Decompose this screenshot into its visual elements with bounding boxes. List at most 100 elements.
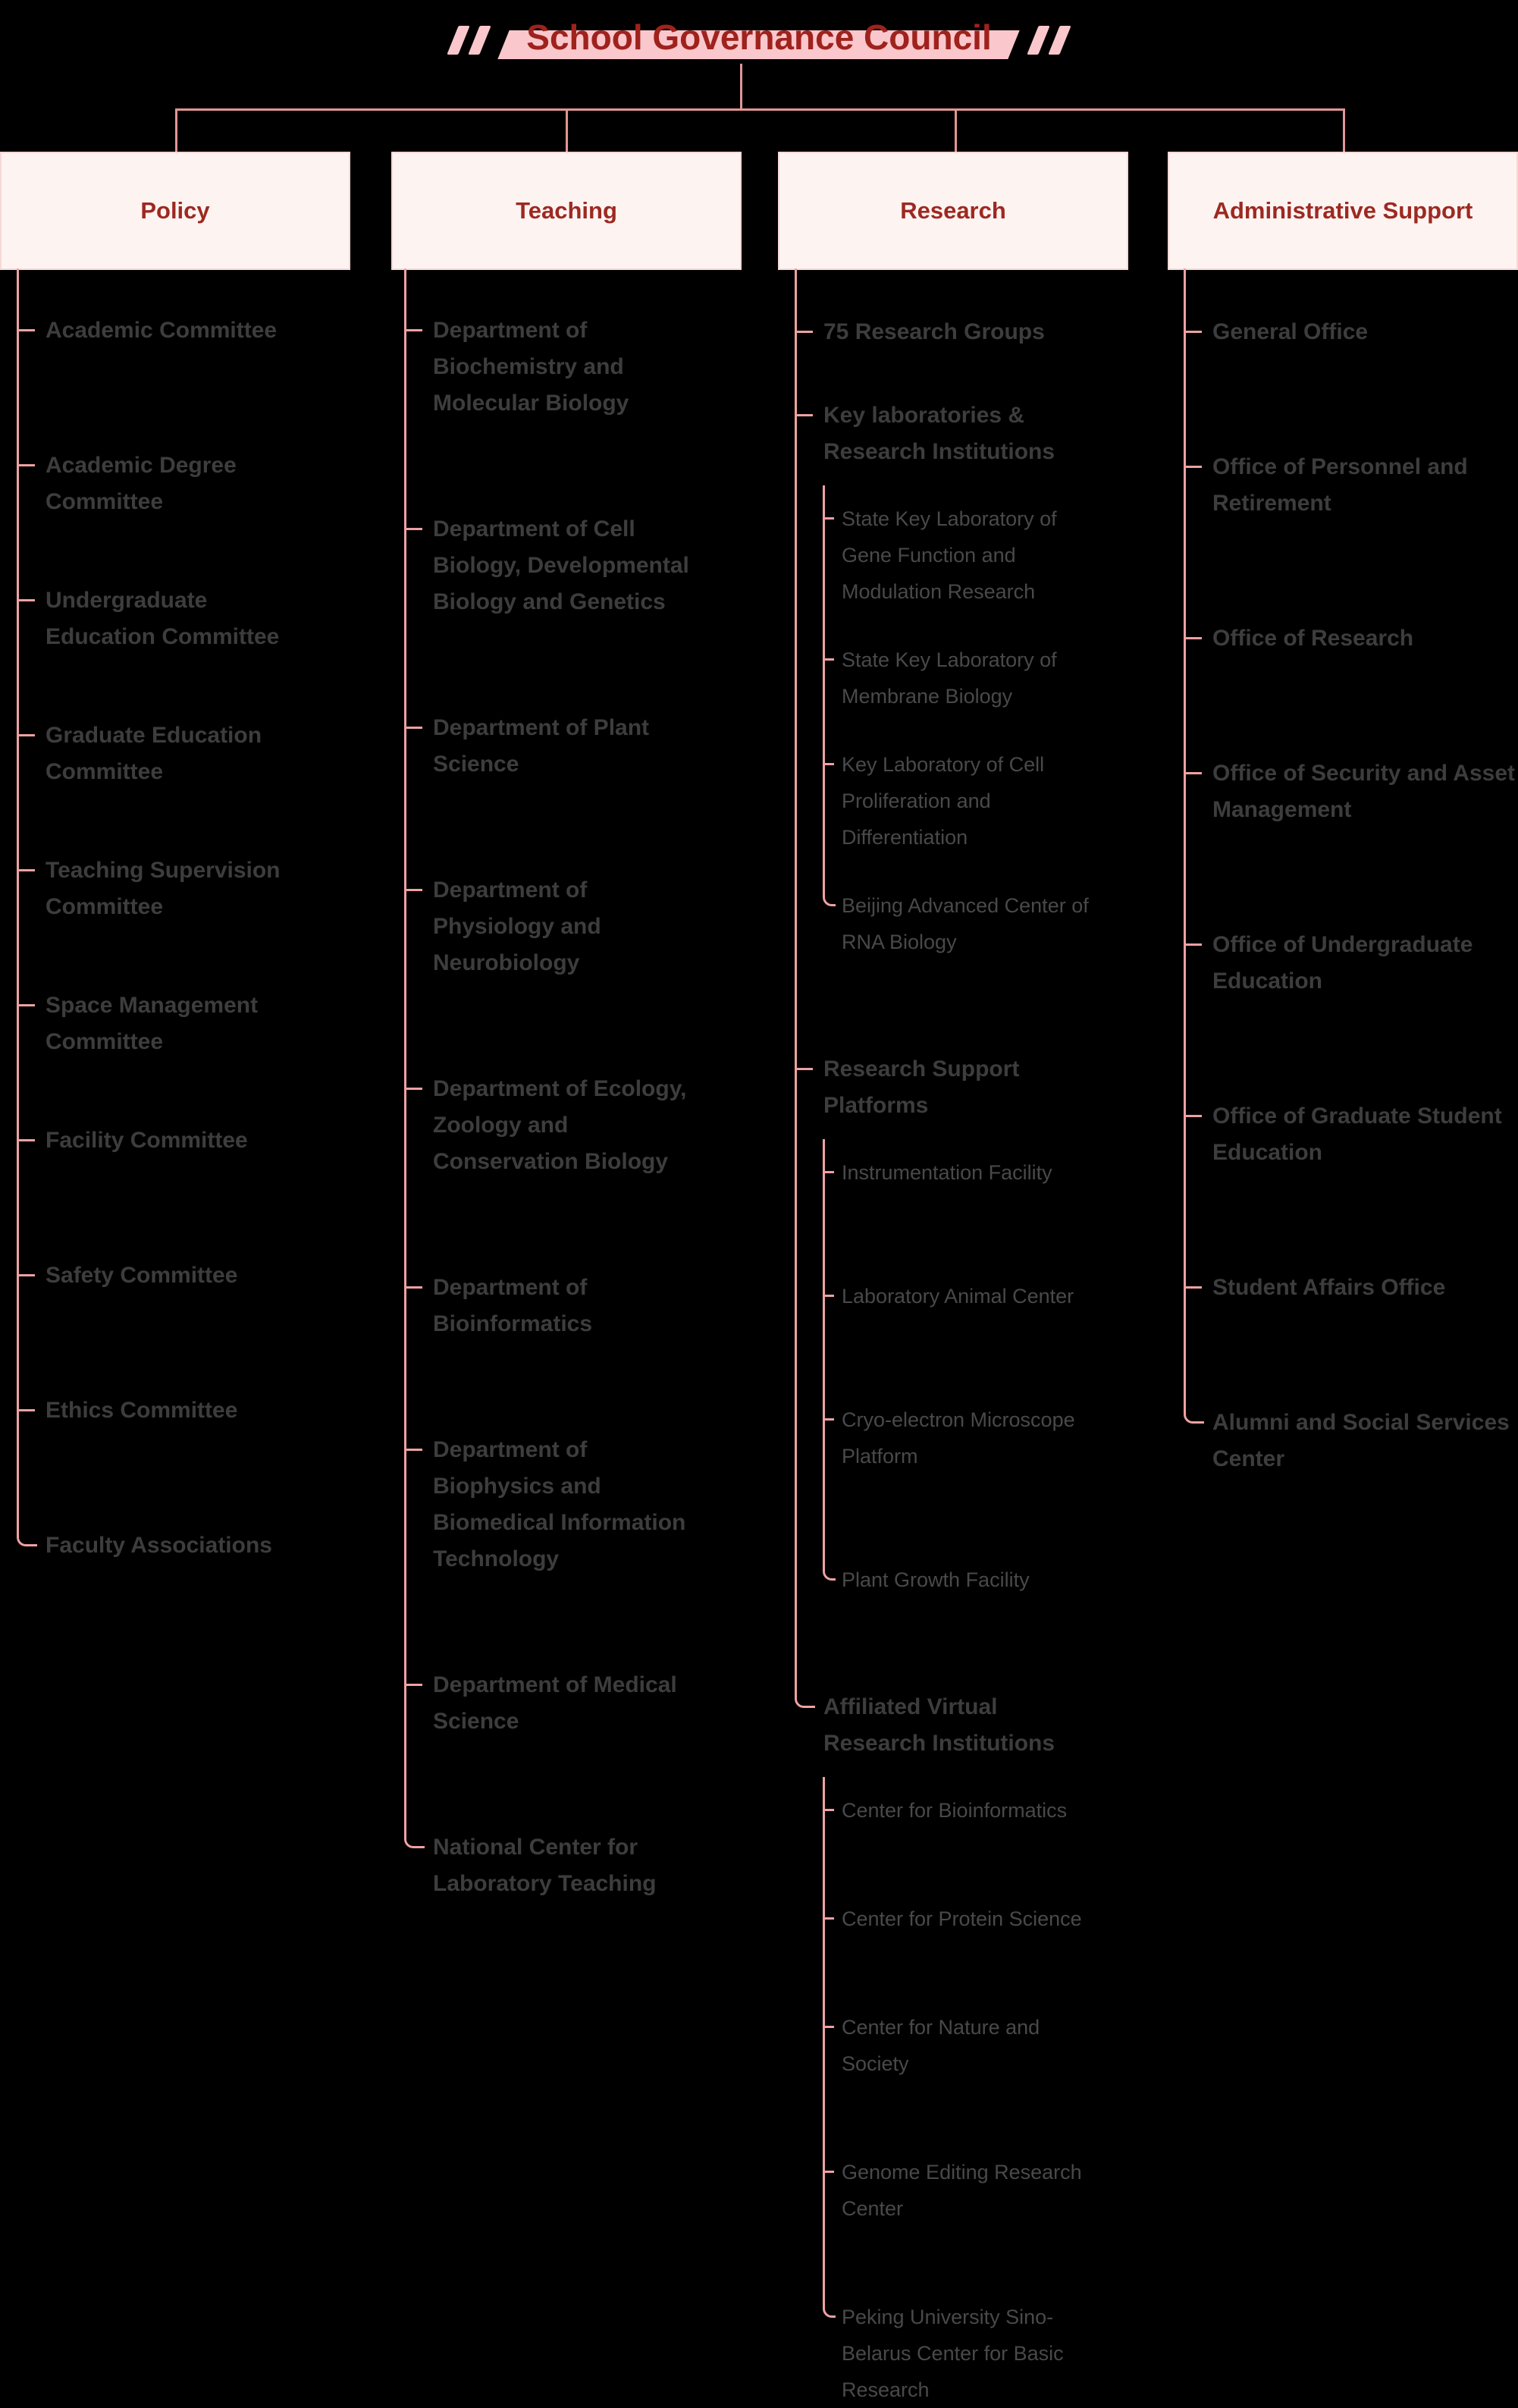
tree-spine-policy bbox=[17, 268, 37, 1546]
item-label: Instrumentation Facility bbox=[842, 1161, 1052, 1184]
tree-subspine-support-platforms bbox=[823, 1139, 836, 1581]
policy-item: Space Management Committee bbox=[17, 987, 318, 1122]
teaching-item: Department of Biochemistry and Molecular… bbox=[404, 312, 714, 422]
page-title: School Governance Council bbox=[503, 12, 1014, 62]
item-label: Safety Committee bbox=[45, 1263, 238, 1288]
item-label: Department of Bioinformatics bbox=[433, 1275, 593, 1336]
teaching-item: Department of Medical Science bbox=[404, 1667, 714, 1740]
research-subitem: Cryo-electron Microscope Platform bbox=[823, 1402, 1090, 1474]
item-label: Center for Protein Science bbox=[842, 1907, 1082, 1930]
column-header-administrative-support: Administrative Support bbox=[1168, 152, 1518, 270]
item-label: Graduate Education Committee bbox=[45, 723, 262, 784]
item-label: Facility Committee bbox=[45, 1128, 248, 1153]
virtual-institutions-sublist: Center for Bioinformatics Center for Pro… bbox=[823, 1792, 1090, 2408]
research-subitem: Center for Bioinformatics bbox=[823, 1792, 1090, 1829]
research-subitem: Peking University Sino-Belarus Center fo… bbox=[842, 2299, 1090, 2408]
connector-teaching-drop bbox=[566, 110, 568, 153]
research-subitem: Key Laboratory of Cell Proliferation and… bbox=[823, 746, 1090, 856]
item-label: Department of Biophysics and Biomedical … bbox=[433, 1437, 686, 1571]
tree-spine-teaching bbox=[404, 268, 425, 1848]
item-label: Office of Undergraduate Education bbox=[1212, 932, 1473, 994]
support-platforms-sublist: Instrumentation Facility Laboratory Anim… bbox=[823, 1154, 1090, 1598]
teaching-item-list: Department of Biochemistry and Molecular… bbox=[404, 312, 714, 1902]
policy-item: Graduate Education Committee bbox=[17, 717, 318, 852]
research-subitem: Beijing Advanced Center of RNA Biology bbox=[842, 887, 1090, 960]
slash-icon bbox=[1027, 26, 1050, 55]
research-subitem: Laboratory Animal Center bbox=[823, 1278, 1090, 1314]
admin-item: Office of Graduate Student Education bbox=[1184, 1098, 1518, 1171]
research-item-list: 75 Research Groups Key laboratories & Re… bbox=[795, 314, 1090, 2408]
item-label: Undergraduate Education Committee bbox=[45, 588, 280, 649]
column-header-policy: Policy bbox=[0, 152, 350, 270]
item-label: Ethics Committee bbox=[45, 1398, 238, 1423]
chart-title: School Governance Council bbox=[0, 2, 1518, 62]
connector-research-drop bbox=[955, 110, 957, 153]
admin-item: Office of Security and Asset Management bbox=[1184, 755, 1518, 828]
item-label: Affiliated Virtual Research Institutions bbox=[823, 1694, 1055, 1756]
slash-icon bbox=[468, 26, 491, 55]
policy-item: Ethics Committee bbox=[17, 1392, 318, 1527]
item-label: Beijing Advanced Center of RNA Biology bbox=[842, 894, 1089, 953]
policy-item: Teaching Supervision Committee bbox=[17, 852, 318, 987]
research-subitem: Center for Protein Science bbox=[823, 1901, 1090, 1937]
title-right-slashes-icon bbox=[1027, 26, 1071, 62]
item-label: Cryo-electron Microscope Platform bbox=[842, 1408, 1075, 1468]
item-label: Academic Degree Committee bbox=[45, 453, 237, 514]
research-subitem: State Key Laboratory of Membrane Biology bbox=[823, 642, 1090, 714]
item-label: Laboratory Animal Center bbox=[842, 1285, 1074, 1308]
item-label: Research Support Platforms bbox=[823, 1056, 1020, 1118]
research-item: Research Support Platforms Instrumentati… bbox=[795, 1051, 1090, 1598]
slash-icon bbox=[447, 26, 470, 55]
research-subitem: Instrumentation Facility bbox=[823, 1154, 1090, 1191]
item-label: Department of Ecology, Zoology and Conse… bbox=[433, 1076, 687, 1174]
research-subitem: State Key Laboratory of Gene Function an… bbox=[823, 501, 1090, 610]
admin-item: Office of Research bbox=[1184, 620, 1518, 657]
item-label: Key laboratories & Research Institutions bbox=[823, 403, 1055, 464]
item-label: Academic Committee bbox=[45, 318, 278, 343]
admin-item: Alumni and Social Services Center bbox=[1212, 1405, 1518, 1477]
item-label: Space Management Committee bbox=[45, 993, 259, 1054]
item-label: Office of Security and Asset Management bbox=[1212, 761, 1515, 822]
title-left-slashes-icon bbox=[447, 26, 491, 62]
tree-spine-admin bbox=[1184, 268, 1204, 1424]
research-item: 75 Research Groups bbox=[795, 314, 1090, 350]
item-label: Department of Medical Science bbox=[433, 1672, 677, 1734]
research-item: Key laboratories & Research Institutions… bbox=[795, 397, 1090, 960]
teaching-item: Department of Cell Biology, Developmenta… bbox=[404, 511, 714, 620]
item-label: Office of Research bbox=[1212, 626, 1414, 651]
item-label: Student Affairs Office bbox=[1212, 1275, 1446, 1300]
connector-policy-drop bbox=[175, 110, 177, 153]
teaching-item: Department of Physiology and Neurobiolog… bbox=[404, 872, 714, 981]
research-subitem: Center for Nature and Society bbox=[823, 2009, 1090, 2082]
admin-item: Student Affairs Office bbox=[1184, 1270, 1518, 1306]
tree-spine-research bbox=[795, 268, 815, 1708]
item-label: 75 Research Groups bbox=[823, 319, 1045, 344]
policy-item: Faculty Associations bbox=[45, 1527, 318, 1662]
item-label: Peking University Sino-Belarus Center fo… bbox=[842, 2306, 1064, 2401]
policy-item: Undergraduate Education Committee bbox=[17, 582, 318, 717]
policy-item: Facility Committee bbox=[17, 1122, 318, 1257]
item-label: State Key Laboratory of Membrane Biology bbox=[842, 648, 1057, 708]
item-label: Office of Graduate Student Education bbox=[1212, 1104, 1502, 1165]
connector-title-drop bbox=[740, 64, 742, 109]
teaching-item: Department of Ecology, Zoology and Conse… bbox=[404, 1071, 714, 1180]
admin-item: General Office bbox=[1184, 314, 1518, 350]
tree-subspine-virtual-institutions bbox=[823, 1777, 836, 2318]
policy-item: Academic Degree Committee bbox=[17, 447, 318, 582]
item-label: Department of Biochemistry and Molecular… bbox=[433, 318, 629, 416]
column-header-research: Research bbox=[778, 152, 1128, 270]
item-label: Faculty Associations bbox=[45, 1533, 272, 1558]
research-subitem: Plant Growth Facility bbox=[842, 1562, 1090, 1598]
research-subitem: Genome Editing Research Center bbox=[823, 2154, 1090, 2227]
admin-item: Office of Personnel and Retirement bbox=[1184, 449, 1518, 522]
connector-admin-drop bbox=[1343, 110, 1345, 153]
item-label: Department of Cell Biology, Developmenta… bbox=[433, 516, 689, 614]
policy-item: Safety Committee bbox=[17, 1257, 318, 1392]
policy-item: Academic Committee bbox=[17, 312, 318, 447]
item-label: Genome Editing Research Center bbox=[842, 2161, 1082, 2220]
admin-item-list: General Office Office of Personnel and R… bbox=[1184, 314, 1518, 1477]
connector-horizontal bbox=[175, 108, 1345, 111]
teaching-item: National Center for Laboratory Teaching bbox=[433, 1829, 714, 1902]
key-laboratories-sublist: State Key Laboratory of Gene Function an… bbox=[823, 501, 1090, 960]
item-label: Teaching Supervision Committee bbox=[45, 858, 281, 919]
